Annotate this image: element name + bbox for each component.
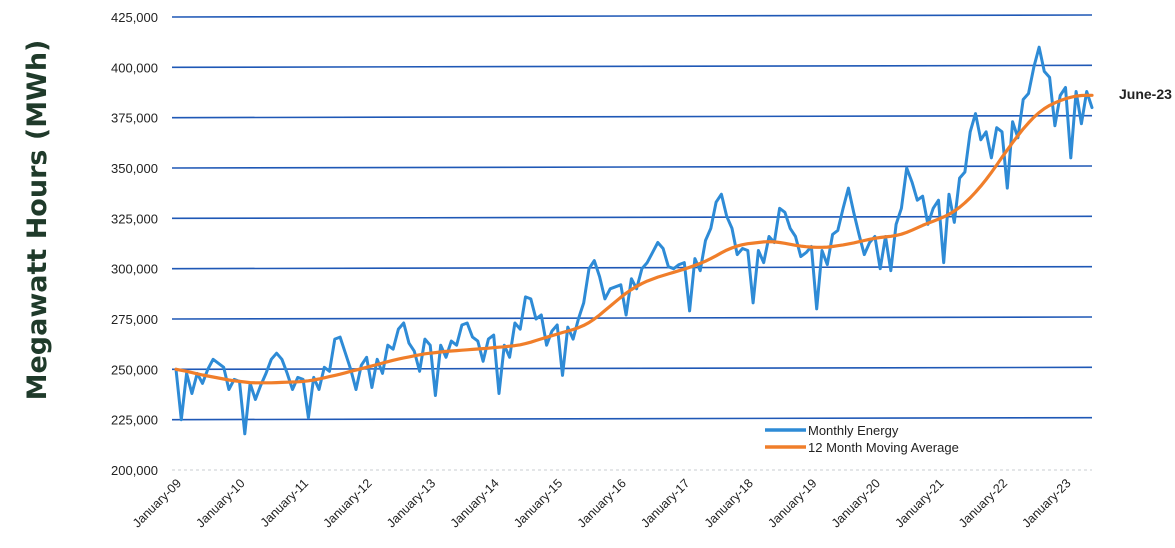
y-tick-label: 225,000 — [111, 413, 158, 428]
x-tick-label: January-21 — [892, 476, 946, 530]
y-tick-label: 300,000 — [111, 262, 158, 277]
gridline — [171, 416, 1093, 421]
x-tick-label: January-11 — [258, 476, 311, 529]
legend-label: Monthly Energy — [808, 423, 899, 438]
x-tick-label: January-10 — [194, 476, 248, 530]
series-line-moving-average — [174, 93, 1094, 385]
x-tick-label: January-20 — [829, 476, 883, 530]
legend: Monthly Energy 12 Month Moving Average — [765, 423, 959, 455]
series-line-monthly-energy — [174, 45, 1094, 436]
x-tick-labels: January-09 January-10 January-11 January-12… — [130, 476, 1074, 530]
gridline — [171, 165, 1093, 169]
x-tick-label: January-15 — [511, 476, 565, 530]
x-tick-label: January-13 — [384, 476, 438, 530]
y-tick-label: 375,000 — [111, 111, 158, 126]
series-lines — [174, 45, 1094, 436]
legend-label: 12 Month Moving Average — [808, 440, 959, 455]
y-tick-label: 400,000 — [111, 60, 158, 75]
x-tick-label: January-22 — [956, 476, 1010, 530]
x-tick-label: January-19 — [765, 476, 819, 530]
gridline — [171, 366, 1093, 371]
x-tick-label: January-23 — [1020, 476, 1074, 530]
gridline — [171, 265, 1093, 270]
y-tick-labels: 200,000 225,000 250,000 275,000 300,000 325,0… — [111, 10, 158, 478]
y-tick-label: 275,000 — [111, 312, 158, 327]
y-tick-label: 425,000 — [111, 10, 158, 25]
x-tick-label: January-12 — [321, 476, 375, 530]
y-tick-label: 250,000 — [111, 362, 158, 377]
y-axis-title: Megawatt Hours (MWh) — [22, 40, 53, 401]
gridline — [171, 114, 1093, 119]
x-tick-label: January-14 — [448, 476, 502, 530]
y-tick-label: 200,000 — [111, 463, 158, 478]
gridline — [171, 64, 1093, 69]
gridline — [171, 14, 1093, 18]
end-annotation: June-23 — [1119, 86, 1172, 102]
x-tick-label: January-16 — [575, 476, 629, 530]
y-tick-label: 350,000 — [111, 161, 158, 176]
y-tick-label: 325,000 — [111, 211, 158, 226]
x-tick-label: January-18 — [702, 476, 756, 530]
x-tick-label: January-09 — [130, 476, 184, 530]
gridline — [171, 316, 1093, 320]
x-tick-label: January-17 — [638, 476, 692, 530]
